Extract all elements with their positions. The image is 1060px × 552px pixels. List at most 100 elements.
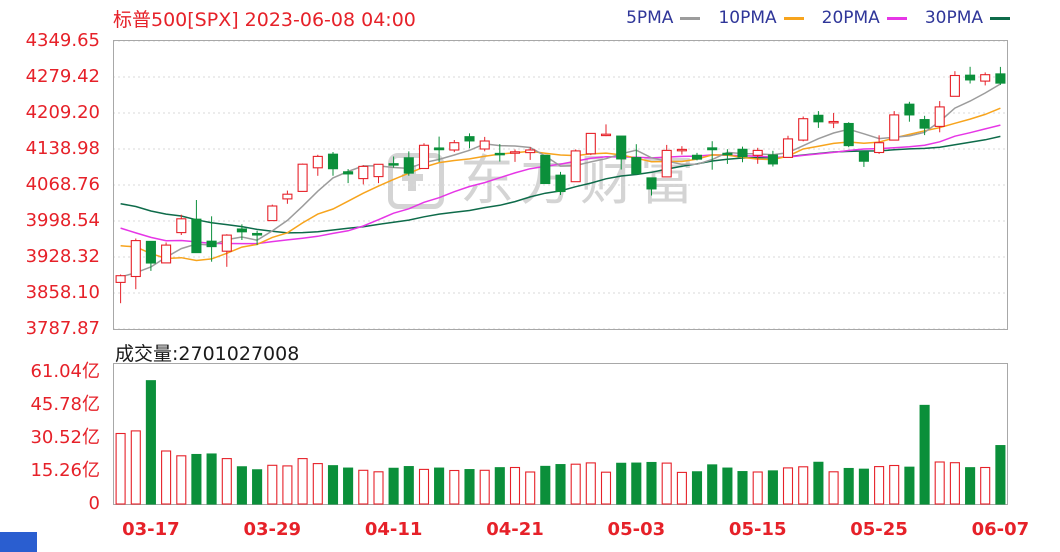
volume-bar (176, 455, 187, 505)
candle-body (191, 218, 202, 254)
candle-body (343, 171, 354, 175)
volume-bar (889, 464, 900, 505)
legend-swatch (990, 16, 1010, 20)
volume-bar (418, 468, 430, 505)
volume-bar (555, 464, 566, 505)
volume-bar (919, 404, 930, 505)
volume-bar (980, 466, 991, 505)
volume-bar (874, 466, 885, 505)
price-axis-label: 3858.10 (25, 281, 100, 303)
x-axis-label: 03-29 (243, 519, 302, 540)
x-axis-label: 03-17 (122, 519, 180, 540)
volume-bar (236, 466, 247, 505)
volume-bar (737, 471, 748, 505)
volume-bar (570, 463, 581, 505)
x-axis-label: 06-07 (971, 519, 1030, 540)
volume-bar (676, 471, 687, 505)
ma-line-10pma (120, 107, 1001, 262)
candle-body (767, 154, 778, 165)
price-axis-label: 4279.42 (25, 66, 100, 87)
volume-bar (949, 462, 960, 505)
candle-body (570, 150, 581, 183)
legend-swatch (783, 16, 804, 20)
volume-bar (434, 467, 445, 505)
candle-body (798, 118, 809, 141)
candle-body (722, 152, 733, 156)
volume-bar (145, 380, 156, 505)
candle-body (358, 165, 369, 180)
candle-body (434, 147, 445, 151)
x-axis-label: 05-03 (607, 519, 666, 540)
volume-axis-label: 45.78亿 (30, 394, 100, 415)
volume-bar (388, 467, 399, 505)
volume-colon: : (172, 343, 179, 365)
candle-body (540, 154, 551, 185)
legend-item-5pma: 5PMA (626, 8, 701, 28)
candle-body (585, 132, 596, 155)
candle-body (525, 149, 536, 154)
volume-bar (767, 470, 778, 505)
candle-body (737, 148, 748, 158)
volume-bar-chart[interactable] (113, 363, 1008, 505)
chart-header: 标普500[SPX] 2023-06-08 04:00 5PMA 10PMA 20P… (113, 3, 1010, 33)
volume-bar (525, 471, 536, 505)
price-candlestick-chart[interactable] (113, 40, 1008, 330)
legend-item-10pma: 10PMA (718, 8, 804, 28)
candle-body (236, 228, 247, 233)
price-axis-label: 3998.54 (25, 209, 100, 231)
volume-bar (327, 465, 339, 505)
volume-bar (965, 467, 976, 505)
legend-label: 5PMA (626, 8, 674, 28)
candle-body (555, 174, 566, 193)
price-chart-border (113, 40, 1008, 330)
candle-body (707, 147, 718, 151)
volume-bar (130, 430, 141, 505)
legend-label: 20PMA (821, 8, 880, 28)
candle-body (221, 234, 232, 252)
candle-body (449, 142, 460, 151)
volume-axis: 61.04亿 45.78亿 30.52亿 15.26亿 0 (0, 0, 107, 552)
volume-bar (828, 471, 839, 505)
candle-body (494, 152, 505, 156)
x-axis-label: 04-21 (486, 519, 544, 540)
candle-body (464, 136, 475, 142)
volume-bar (661, 462, 672, 505)
volume-bar (403, 466, 414, 505)
candle-body (130, 240, 141, 278)
candle-body (616, 135, 627, 160)
volume-bar (752, 471, 763, 505)
volume-bar (646, 461, 657, 505)
candle-body (403, 157, 414, 174)
candle-body (813, 114, 824, 123)
candle-body (782, 138, 794, 158)
volume-bar (343, 467, 354, 505)
volume-label: 成交量 (115, 343, 173, 365)
volume-axis-label: 0 (88, 493, 100, 514)
volume-bar (798, 466, 809, 505)
candle-body (843, 122, 854, 147)
candle-body (858, 151, 869, 162)
candle-body (509, 151, 521, 154)
candle-body (661, 149, 672, 178)
volume-bar (540, 465, 551, 505)
candle-body (312, 155, 323, 169)
volume-bar (722, 467, 733, 505)
candle-body (282, 193, 293, 200)
x-axis-label: 05-25 (850, 519, 908, 540)
volume-bar (161, 450, 172, 505)
price-axis-label: 4209.20 (25, 102, 100, 123)
volume-bar (509, 466, 521, 505)
price-axis-label: 4068.76 (25, 174, 100, 195)
candle-body (388, 163, 399, 166)
price-axis: 4349.65 4279.42 4209.20 4138.98 4068.76 3998.… (0, 0, 107, 552)
volume-bar (691, 471, 703, 505)
candle-body (889, 114, 900, 141)
price-axis-label: 3928.32 (25, 245, 100, 267)
volume-bar (373, 471, 384, 505)
candle-body (267, 205, 278, 222)
candle-body (949, 74, 960, 97)
volume-bar (600, 471, 612, 505)
volume-bar (191, 453, 202, 505)
candles-group (115, 66, 1006, 304)
